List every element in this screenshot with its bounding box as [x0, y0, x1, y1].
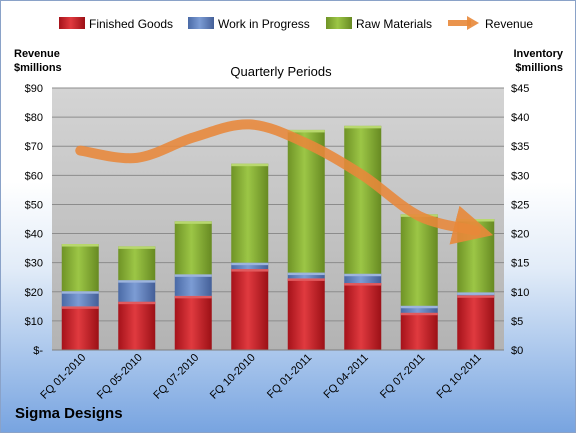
right-tick-label: $35	[511, 141, 529, 153]
bar-cap-work-in-progress	[61, 291, 99, 294]
legend-label-revenue: Revenue	[485, 17, 533, 31]
bar-cap-work-in-progress	[400, 305, 438, 309]
right-tick-label: $40	[511, 112, 529, 124]
right-axis-title-line2: $millions	[515, 62, 563, 74]
bar-finished-goods	[344, 283, 382, 350]
x-tick-label: FQ 01-2010	[38, 352, 88, 402]
bar-cap-finished-goods	[344, 283, 382, 286]
bar-work-in-progress	[231, 262, 269, 270]
x-tick-label: FQ 10-2011	[434, 352, 483, 401]
legend-swatch-work-in-progress	[188, 17, 214, 29]
bar-finished-goods	[174, 295, 212, 350]
bar-cap-raw-materials	[174, 221, 212, 224]
company-name: Sigma Designs	[15, 405, 123, 422]
right-tick-label: $45	[511, 83, 529, 95]
bar-finished-goods	[287, 278, 325, 350]
right-axis-title-line1: Inventory	[513, 48, 563, 60]
legend-item-finished-goods[interactable]: Finished Goods	[59, 17, 173, 31]
bar-raw-materials	[61, 244, 99, 292]
left-tick-label: $40	[25, 229, 43, 241]
bar-cap-finished-goods	[457, 295, 495, 298]
bar-cap-finished-goods	[61, 306, 99, 309]
bar-raw-materials	[231, 163, 269, 263]
left-tick-label: $-	[33, 345, 43, 357]
right-tick-label: $15	[511, 258, 529, 270]
left-tick-label: $90	[25, 83, 43, 95]
legend-item-work-in-progress[interactable]: Work in Progress	[188, 17, 310, 31]
revenue-series	[75, 119, 494, 245]
bar-cap-work-in-progress	[118, 280, 156, 283]
bar-work-in-progress	[61, 291, 99, 307]
revenue-line	[75, 119, 494, 245]
left-tick-label: $70	[25, 141, 43, 153]
bar-cap-work-in-progress	[174, 274, 212, 277]
bar-raw-materials	[118, 246, 156, 281]
bar-cap-finished-goods	[118, 301, 156, 305]
bar-raw-materials	[400, 214, 438, 306]
bar-finished-goods	[231, 269, 269, 350]
bar-cap-finished-goods	[400, 312, 438, 316]
bar-work-in-progress	[287, 272, 325, 279]
bar-cap-finished-goods	[231, 269, 269, 272]
legend: Finished Goods Work in Progress Raw Mate…	[59, 16, 533, 31]
left-tick-label: $10	[25, 316, 43, 328]
right-tick-label: $25	[511, 199, 529, 211]
bar-cap-raw-materials	[457, 219, 495, 222]
left-tick-label: $30	[25, 258, 43, 270]
legend-item-raw-materials[interactable]: Raw Materials	[326, 17, 432, 31]
chart-subtitle: Quarterly Periods	[230, 64, 332, 79]
bar-finished-goods	[457, 295, 495, 350]
right-tick-label: $30	[511, 170, 529, 182]
bar-finished-goods	[118, 301, 156, 350]
x-axis-ticks: FQ 01-2010 FQ 05-2010 FQ 07-2010 FQ 10-2010…	[38, 352, 483, 402]
left-tick-label: $60	[25, 170, 43, 182]
bar-cap-raw-materials	[287, 129, 325, 133]
bar-cap-raw-materials	[118, 246, 156, 249]
legend-label-raw-materials: Raw Materials	[356, 17, 432, 31]
bar-work-in-progress	[344, 273, 382, 284]
right-tick-label: $0	[511, 345, 523, 357]
legend-label-work-in-progress: Work in Progress	[218, 17, 310, 31]
bar-work-in-progress	[174, 274, 212, 296]
bar-cap-finished-goods	[174, 295, 212, 299]
legend-swatch-raw-materials	[326, 17, 352, 29]
bar-cap-raw-materials	[231, 163, 269, 167]
legend-label-finished-goods: Finished Goods	[89, 17, 173, 31]
left-tick-label: $20	[25, 287, 43, 299]
bar-cap-work-in-progress	[287, 272, 325, 276]
legend-swatch-revenue-arrow	[467, 16, 479, 30]
x-tick-label: FQ 04-2011	[321, 352, 370, 401]
bar-work-in-progress	[400, 305, 438, 313]
x-tick-label: FQ 10-2010	[208, 352, 258, 402]
left-tick-label: $50	[25, 199, 43, 211]
bar-raw-materials	[344, 125, 382, 274]
right-tick-label: $5	[511, 316, 523, 328]
bar-finished-goods	[400, 312, 438, 350]
bar-cap-raw-materials	[344, 125, 382, 129]
bar-cap-work-in-progress	[231, 262, 269, 266]
left-axis-ticks: $- $10 $20 $30 $40 $50 $60 $70 $80 $90	[25, 83, 44, 357]
right-tick-label: $10	[511, 287, 529, 299]
bar-cap-work-in-progress	[344, 273, 382, 277]
x-tick-label: FQ 01-2011	[265, 352, 314, 401]
legend-item-revenue[interactable]: Revenue	[448, 16, 533, 31]
bar-cap-raw-materials	[61, 244, 99, 247]
legend-swatch-finished-goods	[59, 17, 85, 29]
bar-cap-finished-goods	[287, 278, 325, 281]
bar-cap-work-in-progress	[457, 292, 495, 295]
x-tick-label: FQ 07-2011	[378, 352, 427, 401]
bar-finished-goods	[61, 306, 99, 350]
left-tick-label: $80	[25, 112, 43, 124]
bar-work-in-progress	[118, 280, 156, 302]
right-tick-label: $20	[511, 229, 529, 241]
left-axis-title-line2: $millions	[14, 62, 62, 74]
bar-raw-materials	[174, 221, 212, 275]
right-axis-ticks: $0 $5 $10 $15 $20 $25 $30 $35 $40 $45	[511, 83, 529, 357]
left-axis-title-line1: Revenue	[14, 48, 60, 60]
x-tick-label: FQ 07-2010	[151, 352, 201, 402]
x-tick-label: FQ 05-2010	[95, 352, 145, 402]
